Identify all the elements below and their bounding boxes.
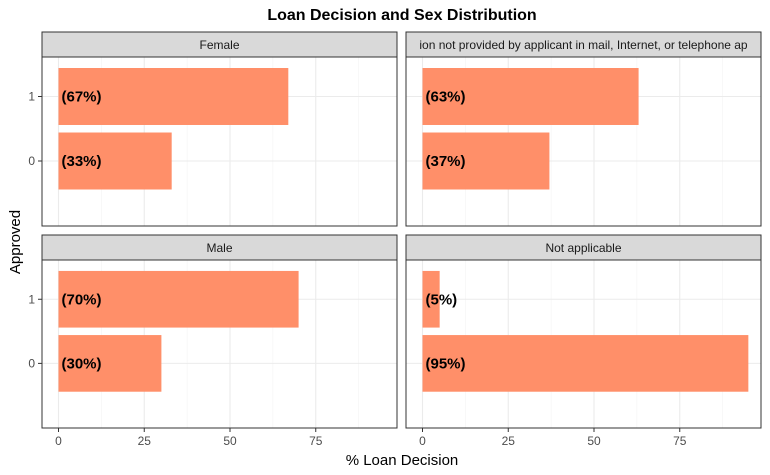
data-label: (70%) [62,291,102,308]
data-label: (30%) [62,355,102,372]
x-tick-label: 75 [309,434,323,448]
bar [58,335,162,392]
x-tick-label: 25 [502,434,516,448]
x-tick-label: 50 [587,434,601,448]
facet-strip [405,31,762,58]
data-label: (63%) [426,88,466,105]
facet-strip-label: ion not provided by applicant in mail, I… [419,38,748,52]
y-axis-title: Approved [7,210,24,274]
bar [58,270,299,328]
facet-panel: Female (67%) (33%) 1 0 [28,31,398,227]
x-axis-title: % Loan Decision [346,452,459,469]
y-tick-label: 0 [28,154,35,168]
panel-border [405,259,762,429]
x-tick-label: 0 [55,434,62,448]
bar [422,270,440,328]
facet-strip-label: Female [199,38,239,52]
facet-strip [41,234,398,261]
x-tick-label: 0 [419,434,426,448]
facet-panel: Male (70%) (30%) 1 0 0 25 50 75 [28,234,398,448]
data-label: (67%) [62,88,102,105]
facet-strip-label: Male [206,241,232,255]
facet-panels: Female (67%) (33%) 1 0 ion not provided by ap… [28,31,762,448]
bar [58,132,172,190]
data-label: (95%) [426,355,466,372]
y-tick-label: 1 [28,89,35,103]
bar [422,335,749,392]
panel-border [41,259,398,429]
y-tick-label: 0 [28,356,35,370]
bar [422,68,639,125]
panel-border [405,56,762,227]
panel-border [41,56,398,227]
facet-strip-label: Not applicable [545,241,621,255]
x-tick-label: 25 [138,434,152,448]
facet-panel: ion not provided by applicant in mail, I… [405,31,762,227]
x-tick-label: 75 [673,434,687,448]
data-label: (33%) [62,153,102,170]
data-label: (5%) [426,291,458,308]
data-label: (37%) [426,153,466,170]
bar [58,68,289,125]
x-tick-label: 50 [223,434,237,448]
chart-title: Loan Decision and Sex Distribution [267,7,536,24]
bar [422,132,550,190]
y-tick-label: 1 [28,292,35,306]
facet-strip [41,31,398,58]
facet-panel: Not applicable (5%) (95%) 0 25 50 75 [405,234,762,448]
facet-strip [405,234,762,261]
